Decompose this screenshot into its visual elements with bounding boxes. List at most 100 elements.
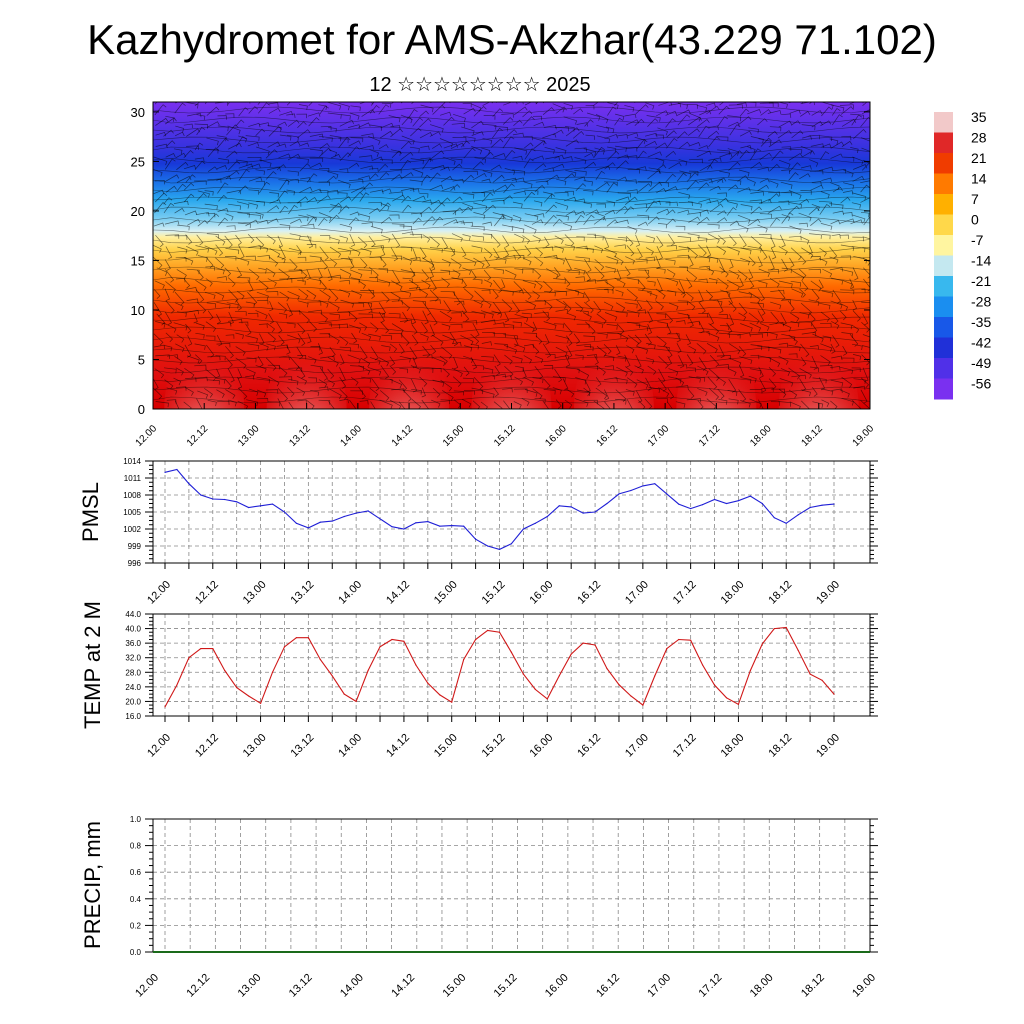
contour-line bbox=[153, 386, 870, 394]
y-tick-label: 0.2 bbox=[130, 921, 142, 930]
data-point bbox=[486, 545, 489, 547]
data-point bbox=[594, 511, 596, 513]
x-tick-label: 14.12 bbox=[389, 972, 417, 1000]
colorbar-label: -7 bbox=[971, 232, 984, 248]
contour-line bbox=[153, 146, 870, 154]
y-tick-label: 1011 bbox=[124, 474, 142, 483]
data-point bbox=[188, 657, 190, 659]
colorbar-label: -28 bbox=[971, 294, 991, 310]
colorbar-swatch bbox=[934, 255, 953, 277]
data-point bbox=[259, 702, 262, 704]
data-point bbox=[439, 694, 441, 696]
x-tick-label: 18.12 bbox=[766, 732, 794, 760]
heatmap-field bbox=[153, 102, 870, 409]
data-point bbox=[367, 510, 369, 512]
colorbar-label: -21 bbox=[971, 273, 991, 289]
data-point bbox=[713, 684, 716, 686]
contour-line bbox=[153, 106, 870, 114]
data-point bbox=[666, 648, 668, 650]
y-tick-label: 996 bbox=[128, 559, 142, 568]
data-point bbox=[236, 501, 238, 503]
contour-line bbox=[153, 156, 870, 164]
y-tick-label: 1005 bbox=[123, 508, 141, 517]
contour-line bbox=[153, 336, 870, 344]
contour-line bbox=[153, 396, 870, 404]
x-tick-label: 16.12 bbox=[575, 579, 603, 607]
data-point bbox=[522, 673, 524, 675]
data-point bbox=[415, 664, 417, 666]
contour-line bbox=[153, 136, 870, 144]
colorbar-swatch bbox=[934, 153, 953, 174]
data-point bbox=[475, 538, 477, 540]
data-point bbox=[475, 638, 477, 641]
x-tick-label: 14.12 bbox=[384, 579, 412, 607]
data-point bbox=[427, 682, 429, 684]
contour-line bbox=[153, 256, 870, 264]
x-tick-label: 13.00 bbox=[241, 579, 269, 607]
x-tick-label: 13.12 bbox=[287, 972, 315, 1000]
x-tick-label: 16.12 bbox=[575, 732, 603, 760]
data-point bbox=[618, 684, 620, 686]
data-point bbox=[379, 646, 381, 648]
colorbar-label: 7 bbox=[971, 191, 979, 207]
y-tick-label: 36.0 bbox=[125, 639, 141, 648]
x-tick-label: 13.00 bbox=[236, 972, 264, 1000]
x-tick-label: 16.00 bbox=[543, 423, 569, 449]
data-point bbox=[295, 522, 298, 524]
x-tick-label: 18.00 bbox=[719, 579, 747, 607]
data-point bbox=[224, 498, 226, 501]
x-tick-label: 18.00 bbox=[748, 972, 776, 1000]
data-point bbox=[797, 514, 799, 516]
x-tick-label: 15.00 bbox=[432, 732, 460, 760]
data-point bbox=[355, 512, 357, 514]
x-tick-label: 12.00 bbox=[145, 579, 173, 607]
data-point bbox=[427, 521, 429, 523]
x-tick-label: 13.12 bbox=[287, 423, 313, 449]
x-tick-label: 18.00 bbox=[748, 423, 774, 449]
data-point bbox=[331, 675, 333, 677]
data-point bbox=[546, 698, 548, 700]
data-point bbox=[582, 512, 584, 514]
wind-barbs bbox=[153, 102, 870, 409]
data-point bbox=[510, 651, 513, 653]
data-point bbox=[271, 671, 274, 673]
data-point bbox=[773, 517, 775, 519]
x-tick-label: 15.12 bbox=[492, 972, 520, 1000]
data-point bbox=[248, 695, 250, 697]
data-point bbox=[797, 649, 799, 652]
colorbar-swatch bbox=[934, 337, 953, 359]
colorbar: 35 28 21 14 7 0 -7 -14 -21 -28 -35 -42 -49 -56 bbox=[934, 109, 991, 400]
x-tick-label: 18.12 bbox=[799, 423, 825, 449]
x-tick-label: 12.12 bbox=[193, 579, 221, 607]
chart-title: Kazhydromet for AMS-Akzhar(43.229 71.102… bbox=[87, 16, 937, 63]
x-tick-label: 12.12 bbox=[193, 732, 221, 760]
x-tick-label: 13.00 bbox=[241, 732, 269, 760]
x-tick-label: 17.12 bbox=[697, 972, 725, 1000]
data-point bbox=[224, 669, 226, 672]
y-tick-label: 1.0 bbox=[130, 815, 142, 824]
data-point bbox=[164, 471, 166, 473]
data-point bbox=[725, 697, 728, 699]
colorbar-label: 0 bbox=[971, 212, 979, 228]
x-tick-label: 19.00 bbox=[814, 732, 842, 760]
x-tick-label: 15.00 bbox=[440, 972, 468, 1000]
data-point bbox=[486, 629, 489, 631]
data-point bbox=[809, 506, 811, 509]
data-point bbox=[200, 648, 202, 650]
contour-line bbox=[153, 346, 870, 354]
x-tick-label: 13.00 bbox=[236, 423, 262, 449]
y-tick-label: 40.0 bbox=[125, 625, 141, 634]
data-point bbox=[690, 508, 692, 510]
y-axis-label: PRECIP, mm bbox=[80, 821, 105, 949]
data-point bbox=[319, 658, 321, 661]
data-point bbox=[761, 643, 763, 645]
data-point bbox=[690, 639, 692, 641]
x-tick-label: 12.12 bbox=[185, 423, 211, 449]
y-tick-label: 1014 bbox=[123, 457, 141, 466]
y-tick-label: 10 bbox=[131, 303, 145, 318]
y-tick-label: 20 bbox=[131, 204, 145, 219]
colorbar-label: 28 bbox=[971, 130, 987, 146]
x-tick-label: 16.12 bbox=[595, 423, 621, 449]
x-tick-label: 19.00 bbox=[850, 972, 878, 1000]
